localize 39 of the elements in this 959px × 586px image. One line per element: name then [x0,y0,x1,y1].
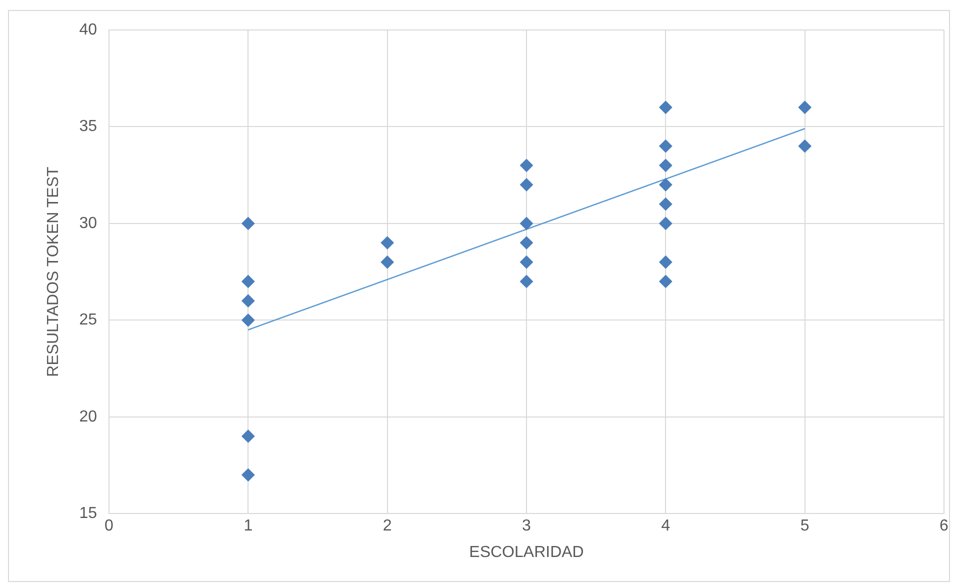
y-axis-title: RESULTADOS TOKEN TEST [45,166,62,377]
point [380,256,394,269]
point [798,100,812,114]
x-tick-label: 2 [382,518,392,535]
point [659,178,672,192]
x-tick-label: 0 [104,518,114,535]
y-tick-label: 40 [79,21,98,38]
x-tick-label: 6 [940,518,949,535]
point [659,198,672,211]
y-tick-label: 15 [79,505,98,522]
point [242,430,255,443]
point [659,274,672,288]
point [520,178,533,192]
point [242,216,255,230]
y-tick-label: 30 [79,214,98,232]
point [659,100,672,114]
point [659,140,672,153]
point [659,158,672,172]
point [380,236,394,250]
point [520,158,533,172]
y-tick-label: 35 [79,118,98,136]
point [659,256,672,269]
point [520,274,533,288]
point [242,468,255,482]
x-tick-label: 1 [244,518,253,535]
y-tick-label: 25 [79,312,98,329]
point [242,274,255,288]
y-tick-label: 20 [79,408,98,426]
x-axis-title: ESCOLARIDAD [469,544,584,561]
point [798,140,812,153]
point [659,216,672,230]
x-tick-label: 4 [661,518,670,535]
x-tick-label: 5 [800,518,810,535]
point [520,216,533,230]
point [242,294,255,308]
point [242,314,255,327]
point [520,256,533,269]
x-tick-label: 3 [522,518,532,535]
point [520,236,533,250]
